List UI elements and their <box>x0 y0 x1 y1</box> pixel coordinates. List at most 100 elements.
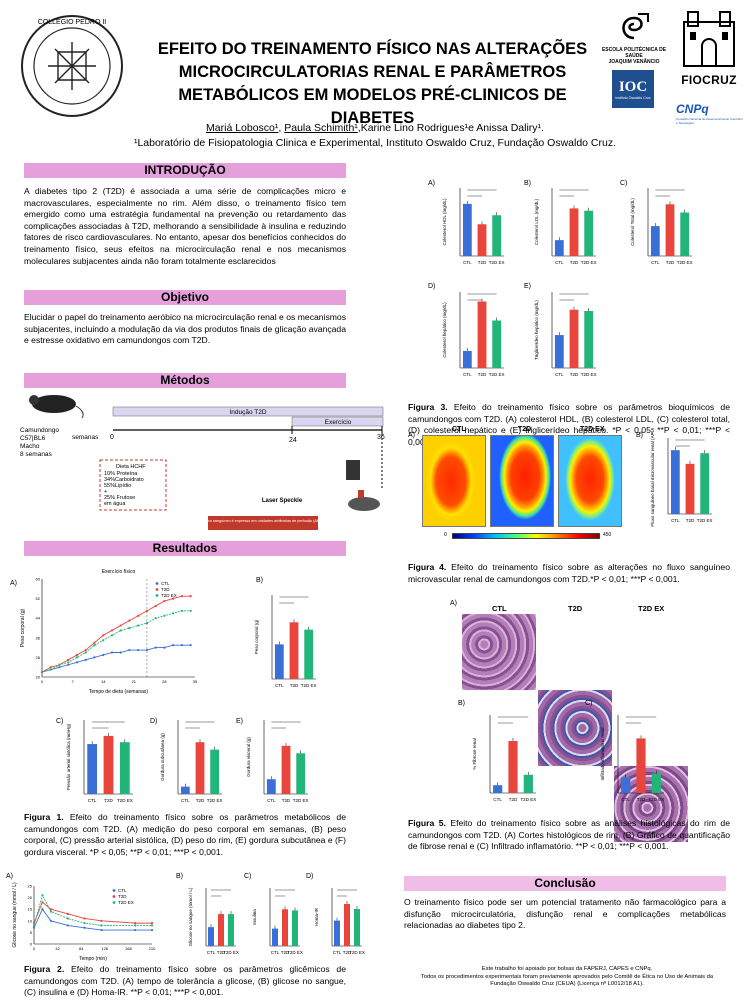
fig1c-label: C) <box>56 718 64 725</box>
fig1a-point <box>145 648 149 652</box>
fig3b-tick-label: T2D EX <box>581 260 597 265</box>
fig1a-title: Exercício físico <box>102 569 136 575</box>
fig1a-xtick: 14 <box>101 679 106 684</box>
ioc-subtitle: Instituto Oswaldo Cruz <box>615 95 651 100</box>
fig2a-ylabel: Glicose no sangue (mmol / L) <box>12 882 18 948</box>
fig2a-ytick: 5 <box>30 930 33 935</box>
fig3a-bar-ctl <box>462 203 472 256</box>
fig1e-bar-t2d <box>281 745 291 794</box>
fig1a-legend-marker <box>155 588 159 591</box>
poster-title: EFEITO DO TREINAMENTO FÍSICO NAS ALTERAÇ… <box>157 40 588 127</box>
fig2a-point <box>66 917 69 920</box>
fig1a-point <box>49 668 52 671</box>
speckle-image-t2dex <box>558 435 622 527</box>
fig1d-chart: Gordura subcutânea (g) CTL T2D T2D EX <box>160 720 223 803</box>
cnpq-logo: CNPq Conselho Nacional de Desenvolviment… <box>676 100 744 126</box>
fig2a-xtick: 168 <box>125 946 132 951</box>
fig3e-label: E) <box>524 283 531 290</box>
fig5c-chart: Infiltrado inflamatório renal CTL T2D T2D E… <box>600 715 664 802</box>
diet-line1: 10% Proteína <box>104 471 138 477</box>
fig1a-legend-marker <box>155 582 159 585</box>
fig3b-ylabel: Colesterol LDL (mg/dL) <box>534 198 539 245</box>
diet-line2: 34%Carboidrato <box>104 477 144 483</box>
fig3d-tick-label: T2D <box>478 372 487 377</box>
fig2a-label: A) <box>6 873 13 880</box>
cnpq-subtitle: Conselho Nacional de Desenvolvimento Cie… <box>676 117 743 125</box>
fig1a-point <box>154 646 157 649</box>
fig2a-xlabel: Tempo (min) <box>79 956 107 962</box>
objetivo-text: Elucidar o papel do treinamento aeróbico… <box>24 312 346 346</box>
fig1a-ytick: 20 <box>36 675 41 680</box>
animal-line3: Macho <box>20 443 40 450</box>
fig2a-point <box>134 924 137 927</box>
fig5b-bar-t2dex <box>523 774 533 793</box>
fig2a-xtick: 42 <box>55 946 60 951</box>
fig4-label-ctl: CTL <box>452 426 466 433</box>
fig3b-tick-label: T2D <box>570 260 579 265</box>
fig1a-label: A) <box>10 580 17 587</box>
fig5c-bar-ctl <box>621 777 631 793</box>
fig1a-point <box>75 656 79 659</box>
fig2a-ytick: 0 <box>30 942 33 947</box>
flux-note: Fluxo sanguíneo é expresso em unidades a… <box>203 519 325 523</box>
fig1a-ytick: 60 <box>36 577 41 582</box>
fig2a-point <box>41 894 44 897</box>
fig4b-chart: Fluxo sanguíneo basal microvascular rena… <box>650 428 713 527</box>
fig3b-label: B) <box>524 180 531 187</box>
fig1c-bar-t2d <box>103 735 114 794</box>
fig1b-tick-label: T2D EX <box>301 683 317 688</box>
fig2c-tick-label: T2D <box>281 950 290 955</box>
fig4b-label: B) <box>636 432 643 439</box>
fig1e-bar-t2dex <box>296 753 306 794</box>
fig2a-xtick: 0 <box>33 946 36 951</box>
fig1a-point <box>93 644 96 647</box>
fig2a-point <box>41 908 44 911</box>
fig1a-point <box>163 646 166 649</box>
fig1a-point <box>75 653 79 657</box>
fig3c-chart: Colesterol Total (mg/dL) CTL T2D T2D EX <box>630 188 693 265</box>
fig2a-point <box>66 924 69 927</box>
fig1c-tick-label: CTL <box>88 798 97 803</box>
fig5b-bar-ctl <box>493 785 503 793</box>
fig2b-tick-label: T2D EX <box>223 950 239 955</box>
fig3c-bar-t2d <box>665 204 675 256</box>
fig3e-bar-t2dex <box>584 311 594 368</box>
intro-text: A diabetes tipo 2 (T2D) é associada a um… <box>24 186 346 266</box>
fig1a-point <box>102 634 105 637</box>
fig1-caption: Figura 1. Efeito do treinamento físico s… <box>24 812 346 857</box>
fig3-caption: Figura 3. Efeito do treinamento físico s… <box>408 402 730 447</box>
fig1a-point <box>110 634 114 637</box>
fig1a-point <box>137 648 140 652</box>
fig1a-xtick: 21 <box>132 679 137 684</box>
fig2a-ytick: 25 <box>28 884 33 889</box>
fig3b-tick-label: CTL <box>555 260 564 265</box>
fig3a-tick-label: T2D <box>478 260 487 265</box>
fig1a-point <box>93 656 96 659</box>
cnpq-text: CNPq <box>676 102 709 116</box>
seal-text: COLLEGIO PEDRO II <box>38 19 107 26</box>
fig5c-ylabel: Infiltrado inflamatório renal <box>600 727 605 780</box>
fig2d-ylabel: Homa-IR <box>314 907 319 926</box>
conclusao-heading: Conclusão <box>404 876 726 891</box>
author-rest: Karine Lino Rodrigues¹e Anissa Daliry¹. <box>360 122 544 134</box>
fig5-caption: Figura 5. Efeito do treinamento físico s… <box>408 818 730 852</box>
fig1a-point <box>119 651 122 654</box>
fig2a-chart: Glicose no sangue (mmol / L) Tempo (min) 0… <box>12 882 156 962</box>
metodos-heading: Métodos <box>24 373 346 388</box>
fig1b-label: B) <box>256 577 263 584</box>
fig1a-legend-label: CTL <box>161 581 170 586</box>
fig2b-ylabel: Glicose no sangue (mmol / L) <box>188 887 193 946</box>
fig4b-tick-label: T2D EX <box>697 518 713 523</box>
fig4-label-t2d: T2D <box>518 426 532 433</box>
fig4-images: CTL T2D T2D EX 0 450 <box>422 426 632 546</box>
fig5b-label: B) <box>458 700 465 707</box>
fig2a-legend-marker <box>112 895 116 898</box>
fig1b-ylabel: Peso corporal (g) <box>254 619 259 654</box>
fig1a-point <box>119 629 122 632</box>
fig2b-tick-label: CTL <box>207 950 216 955</box>
fig3c-bar-ctl <box>650 226 660 256</box>
fig3e-bar-ctl <box>554 335 564 368</box>
college-seal: COLLEGIO PEDRO II <box>18 12 126 120</box>
fig1a-point <box>67 661 70 664</box>
